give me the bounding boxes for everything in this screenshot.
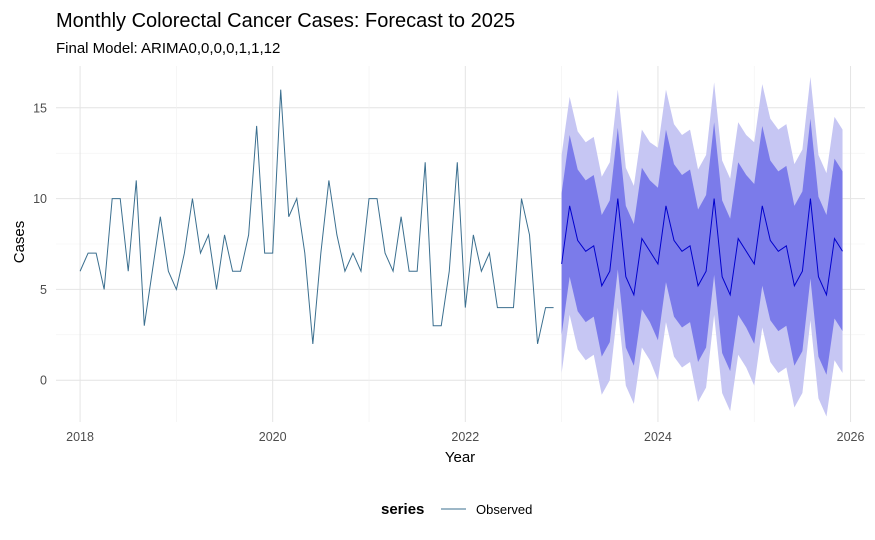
x-tick-label: 2026 [837, 430, 865, 444]
x-tick-label: 2020 [259, 430, 287, 444]
band-80 [561, 118, 843, 375]
y-tick-label: 15 [33, 101, 47, 115]
prediction-intervals [561, 76, 843, 417]
x-tick-label: 2018 [66, 430, 94, 444]
observed-series-line [79, 89, 554, 345]
y-tick-label: 0 [40, 374, 47, 388]
legend-label-observed: Observed [476, 502, 532, 517]
x-axis-ticks: 2018 2020 2022 2024 2026 [66, 430, 864, 444]
y-axis-title: Cases [11, 221, 28, 264]
series-lines [79, 89, 843, 345]
y-tick-label: 10 [33, 192, 47, 206]
legend: series Observed [381, 501, 532, 518]
y-axis-ticks: 0 5 10 15 [33, 101, 47, 387]
y-tick-label: 5 [40, 283, 47, 297]
legend-title: series [381, 501, 424, 518]
x-tick-label: 2024 [644, 430, 672, 444]
forecast-mean-line [561, 198, 843, 297]
x-axis-title: Year [445, 449, 475, 466]
chart-title: Monthly Colorectal Cancer Cases: Forecas… [56, 10, 515, 32]
chart-subtitle: Final Model: ARIMA0,0,0,0,1,1,12 [56, 40, 280, 57]
x-tick-label: 2022 [451, 430, 479, 444]
